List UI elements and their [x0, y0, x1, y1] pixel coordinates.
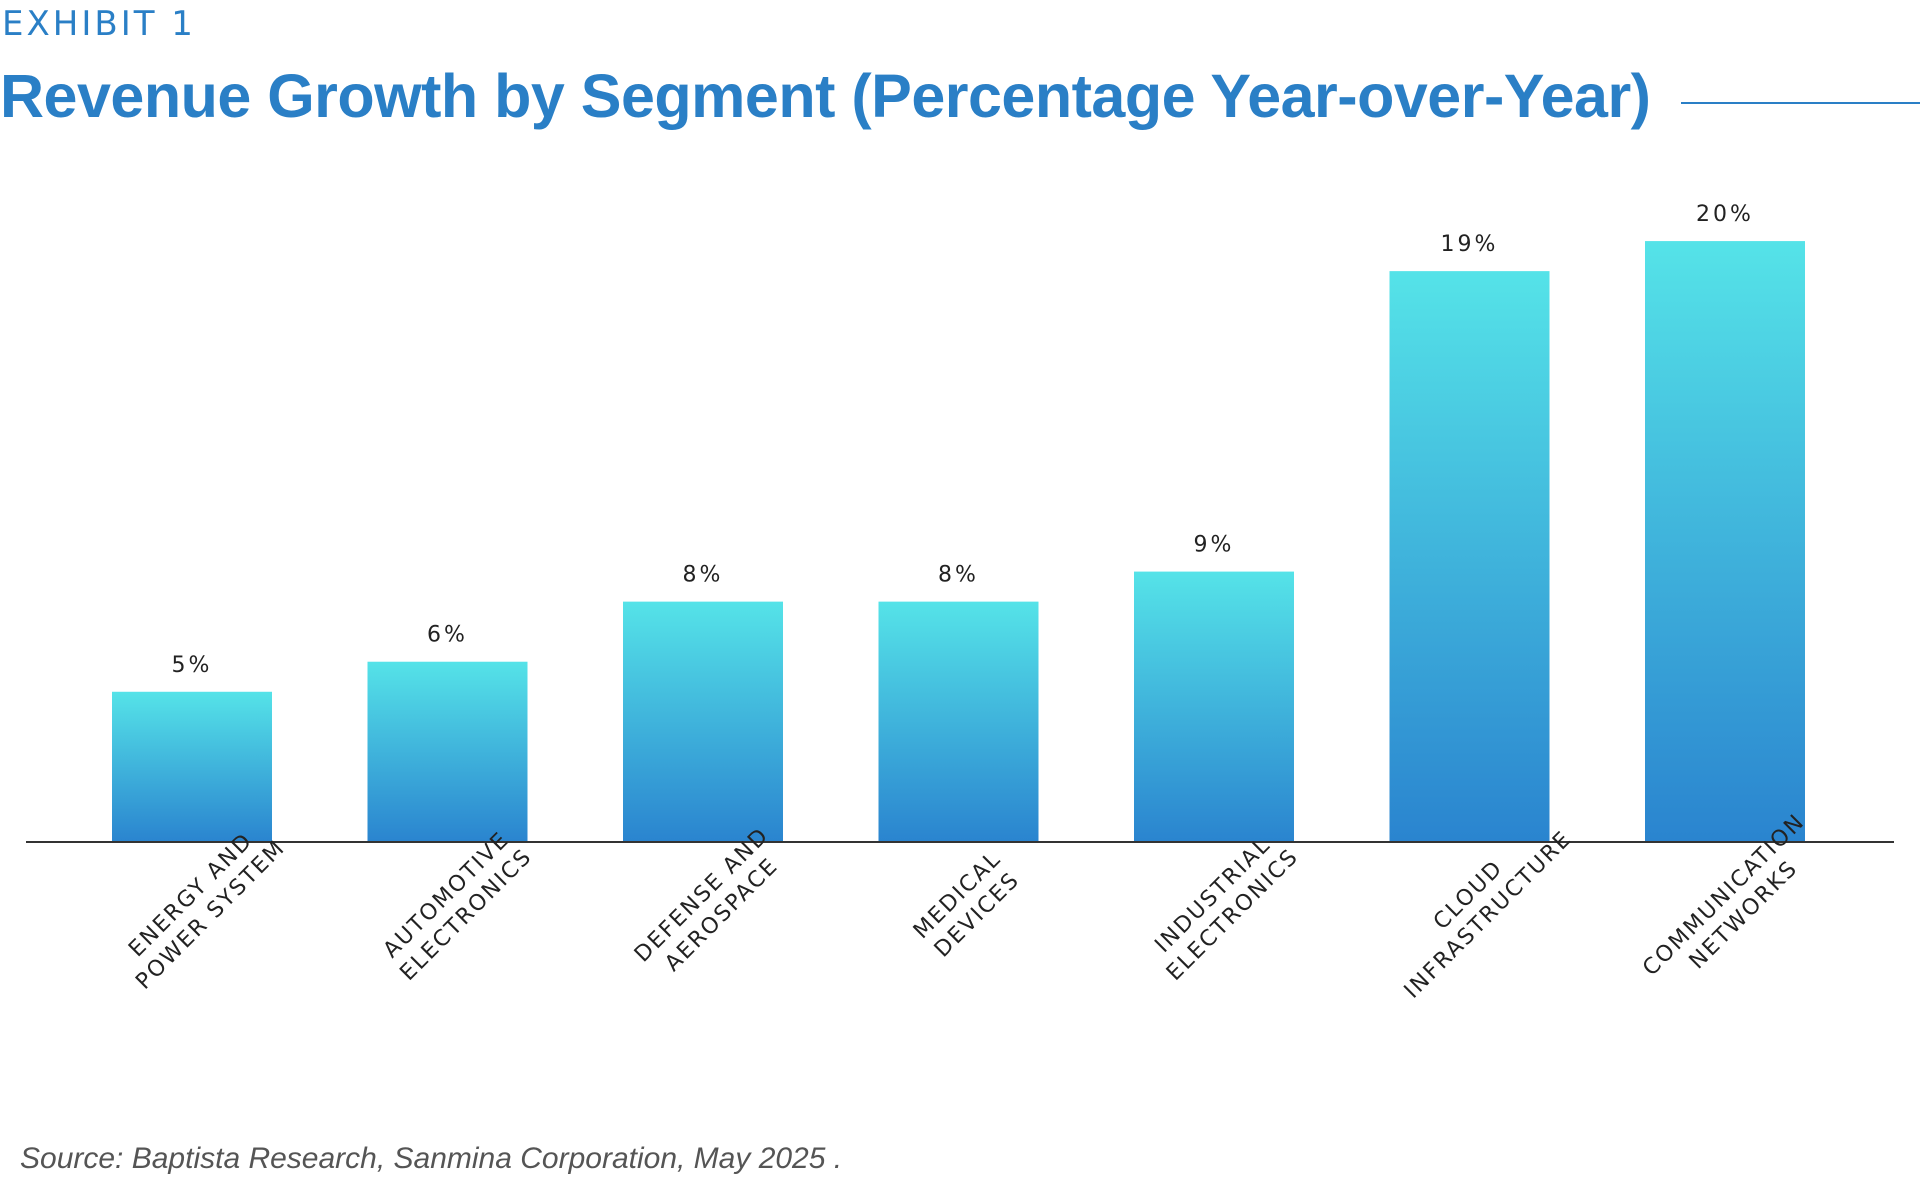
- bar-value-label: 8%: [683, 563, 724, 588]
- bar-value-label: 20%: [1696, 202, 1754, 227]
- value-labels-group: 5% 6% 8% 8% 9% 19% 20%: [172, 202, 1754, 678]
- bar-value-label: 9%: [1194, 533, 1235, 558]
- bar: [623, 601, 783, 842]
- bar: [1134, 571, 1294, 842]
- bar: [112, 691, 272, 842]
- bar-value-label: 6%: [427, 623, 468, 648]
- title-row: Revenue Growth by Segment (Percentage Ye…: [0, 56, 1920, 136]
- bar-value-label: 8%: [938, 563, 979, 588]
- source-note: Source: Baptista Research, Sanmina Corpo…: [20, 1142, 843, 1175]
- exhibit-label: EXHIBIT 1: [2, 4, 196, 44]
- bar-value-label: 5%: [172, 653, 213, 678]
- bar-value-label: 19%: [1441, 232, 1499, 257]
- bars-group: [112, 241, 1805, 843]
- bar: [367, 661, 528, 842]
- chart-title: Revenue Growth by Segment (Percentage Ye…: [0, 62, 1651, 130]
- bar: [878, 601, 1039, 842]
- category-label-line: INFRASTRUCTURE: [1400, 826, 1577, 1003]
- bar: [1389, 271, 1550, 843]
- bar: [1645, 241, 1805, 842]
- title-rule: [1680, 102, 1920, 104]
